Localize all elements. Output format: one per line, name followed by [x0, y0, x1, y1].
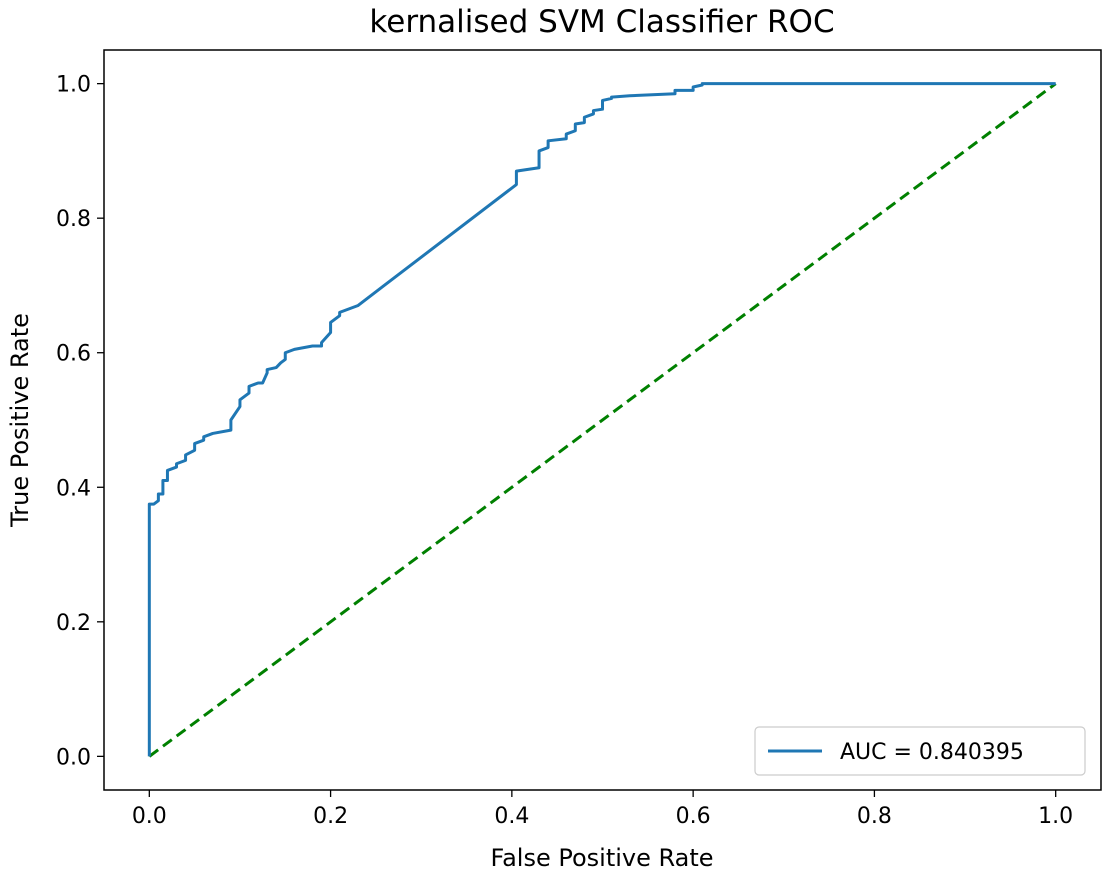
legend-label-auc: AUC = 0.840395: [840, 740, 1024, 765]
legend-box: [754, 726, 1086, 776]
chance-diagonal-line: [148, 82, 1057, 758]
legend: AUC = 0.840395: [754, 726, 1086, 776]
y-tick-label: 0.6: [56, 342, 91, 367]
y-tick-label: 0.4: [56, 476, 91, 501]
y-axis-ticks: 0.0 0.2 0.4 0.6 0.8 1.0: [56, 73, 104, 770]
y-axis-label: True Positive Rate: [6, 313, 34, 528]
chart-title: kernalised SVM Classifier ROC: [369, 4, 834, 40]
roc-curve-line: [147, 82, 1056, 757]
x-tick-label: 0.6: [676, 804, 711, 829]
x-tick-label: 0.0: [132, 804, 167, 829]
x-axis-ticks: 0.0 0.2 0.4 0.6 0.8 1.0: [132, 790, 1073, 829]
x-tick-label: 0.4: [494, 804, 529, 829]
x-axis-label: False Positive Rate: [490, 844, 713, 872]
y-tick-label: 0.2: [56, 611, 91, 636]
y-tick-label: 1.0: [56, 73, 91, 98]
x-tick-label: 1.0: [1038, 804, 1073, 829]
x-tick-label: 0.2: [313, 804, 348, 829]
plot-frame: [103, 49, 1102, 791]
x-tick-label: 0.8: [857, 804, 892, 829]
y-tick-label: 0.8: [56, 207, 91, 232]
y-tick-label: 0.0: [56, 745, 91, 770]
series-layer: [147, 82, 1057, 758]
